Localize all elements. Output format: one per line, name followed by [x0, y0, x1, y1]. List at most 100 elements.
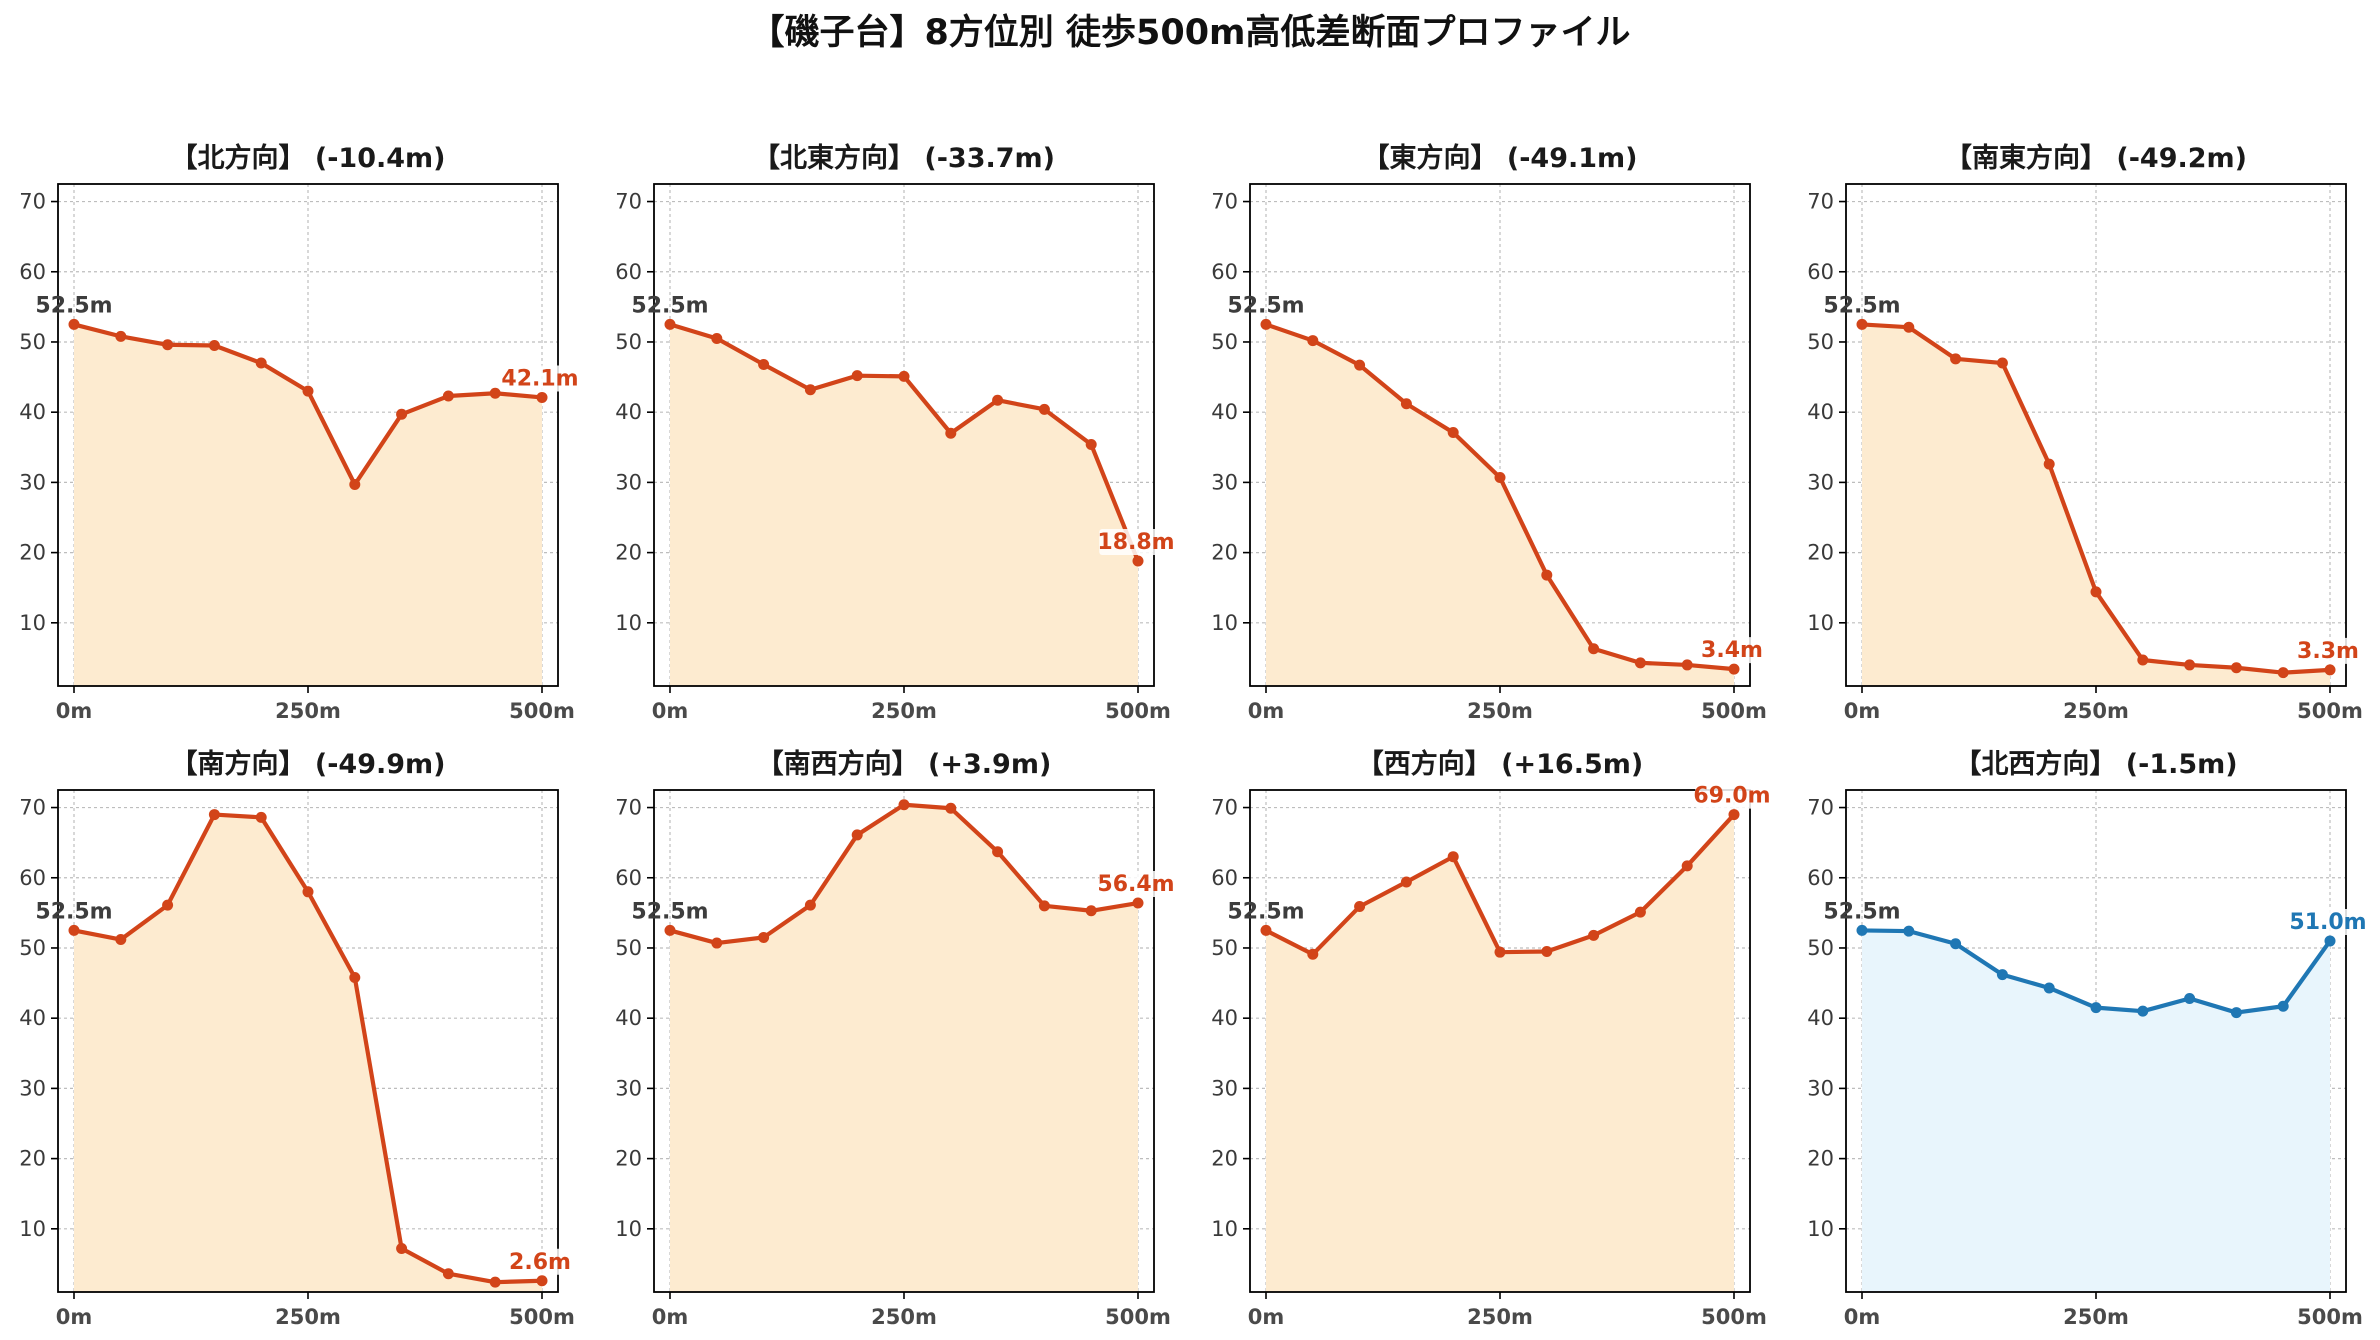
data-point [442, 390, 454, 402]
x-tick-label: 500m [1701, 699, 1767, 723]
start-label: 52.5m [1823, 293, 1900, 318]
y-tick-label: 40 [1211, 400, 1238, 424]
y-tick-label: 70 [1211, 796, 1238, 820]
end-label-bg [1099, 529, 1173, 556]
data-point [2043, 982, 2055, 994]
data-point [1354, 901, 1366, 913]
data-point [1132, 555, 1144, 567]
data-point [1400, 876, 1412, 888]
y-tick-label: 60 [19, 260, 46, 284]
data-point [2277, 1000, 2289, 1012]
start-label: 52.5m [1823, 899, 1900, 924]
data-point [489, 387, 501, 399]
y-tick-label: 70 [1807, 190, 1834, 214]
data-point [1903, 321, 1915, 333]
y-tick-label: 60 [1211, 866, 1238, 890]
data-point [945, 802, 957, 814]
x-tick-label: 250m [871, 1305, 937, 1329]
data-point [489, 1276, 501, 1288]
data-point [1996, 357, 2008, 369]
y-tick-label: 30 [615, 470, 642, 494]
end-label: 69.0m [1693, 784, 1770, 809]
data-point [2137, 1005, 2149, 1017]
data-point [255, 357, 267, 369]
y-tick-label: 10 [615, 611, 642, 635]
y-tick-label: 30 [19, 1076, 46, 1100]
data-point [2184, 993, 2196, 1005]
data-point [851, 829, 863, 841]
end-label-bg [510, 1248, 570, 1275]
x-tick-label: 0m [652, 1305, 689, 1329]
x-tick-label: 500m [2297, 1305, 2363, 1329]
data-point [208, 809, 220, 821]
data-point [2043, 458, 2055, 470]
y-tick-label: 20 [19, 1147, 46, 1171]
x-tick-label: 0m [652, 699, 689, 723]
data-point [1588, 643, 1600, 655]
chart-title: 【磯子台】8方位別 徒歩500m高低差断面プロファイル [749, 13, 1630, 53]
data-point [945, 427, 957, 439]
data-point [1085, 905, 1097, 917]
y-tick-label: 70 [1211, 190, 1238, 214]
y-tick-label: 50 [615, 330, 642, 354]
y-tick-label: 10 [615, 1217, 642, 1241]
end-label-bg [2298, 637, 2358, 664]
panel-title: 【南西方向】 (+3.9m) [757, 748, 1052, 780]
data-point [664, 924, 676, 936]
y-tick-label: 50 [615, 936, 642, 960]
y-tick-label: 10 [1807, 611, 1834, 635]
data-point [1950, 353, 1962, 365]
data-point [758, 931, 770, 943]
y-tick-label: 20 [615, 1147, 642, 1171]
data-point [1856, 318, 1868, 330]
y-tick-label: 70 [615, 190, 642, 214]
y-tick-label: 70 [19, 796, 46, 820]
data-point [992, 394, 1004, 406]
area-fill [74, 814, 542, 1292]
y-tick-label: 50 [19, 330, 46, 354]
data-point [349, 971, 361, 983]
data-point [302, 886, 314, 898]
y-tick-label: 70 [1807, 796, 1834, 820]
data-point [162, 339, 174, 351]
x-tick-label: 250m [2063, 1305, 2129, 1329]
data-point [2137, 654, 2149, 666]
x-tick-label: 500m [509, 699, 575, 723]
data-point [2184, 659, 2196, 671]
y-tick-label: 30 [1211, 1076, 1238, 1100]
y-tick-label: 10 [1211, 1217, 1238, 1241]
data-point [115, 330, 127, 342]
data-point [758, 358, 770, 370]
panel-title: 【北方向】 (-10.4m) [170, 142, 445, 174]
data-point [851, 370, 863, 382]
start-label: 52.5m [631, 899, 708, 924]
y-tick-label: 30 [615, 1076, 642, 1100]
panel-title: 【南東方向】 (-49.2m) [1945, 142, 2247, 174]
data-point [68, 318, 80, 330]
panel-title: 【西方向】 (+16.5m) [1357, 748, 1643, 780]
y-tick-label: 10 [19, 1217, 46, 1241]
y-tick-label: 50 [1211, 936, 1238, 960]
end-label: 18.8m [1097, 530, 1174, 555]
data-point [1354, 359, 1366, 371]
x-tick-label: 0m [1844, 699, 1881, 723]
data-point [536, 391, 548, 403]
data-point [1728, 663, 1740, 675]
panel-title: 【北東方向】 (-33.7m) [753, 142, 1055, 174]
data-point [1260, 318, 1272, 330]
data-point [1728, 809, 1740, 821]
data-point [302, 385, 314, 397]
data-point [664, 318, 676, 330]
area-fill [1266, 324, 1734, 686]
y-tick-label: 20 [1211, 541, 1238, 565]
y-tick-label: 50 [1807, 936, 1834, 960]
data-point [1634, 906, 1646, 918]
data-point [804, 384, 816, 396]
data-point [1903, 925, 1915, 937]
y-tick-label: 30 [19, 470, 46, 494]
data-point [898, 370, 910, 382]
data-point [68, 924, 80, 936]
data-point [1447, 851, 1459, 863]
